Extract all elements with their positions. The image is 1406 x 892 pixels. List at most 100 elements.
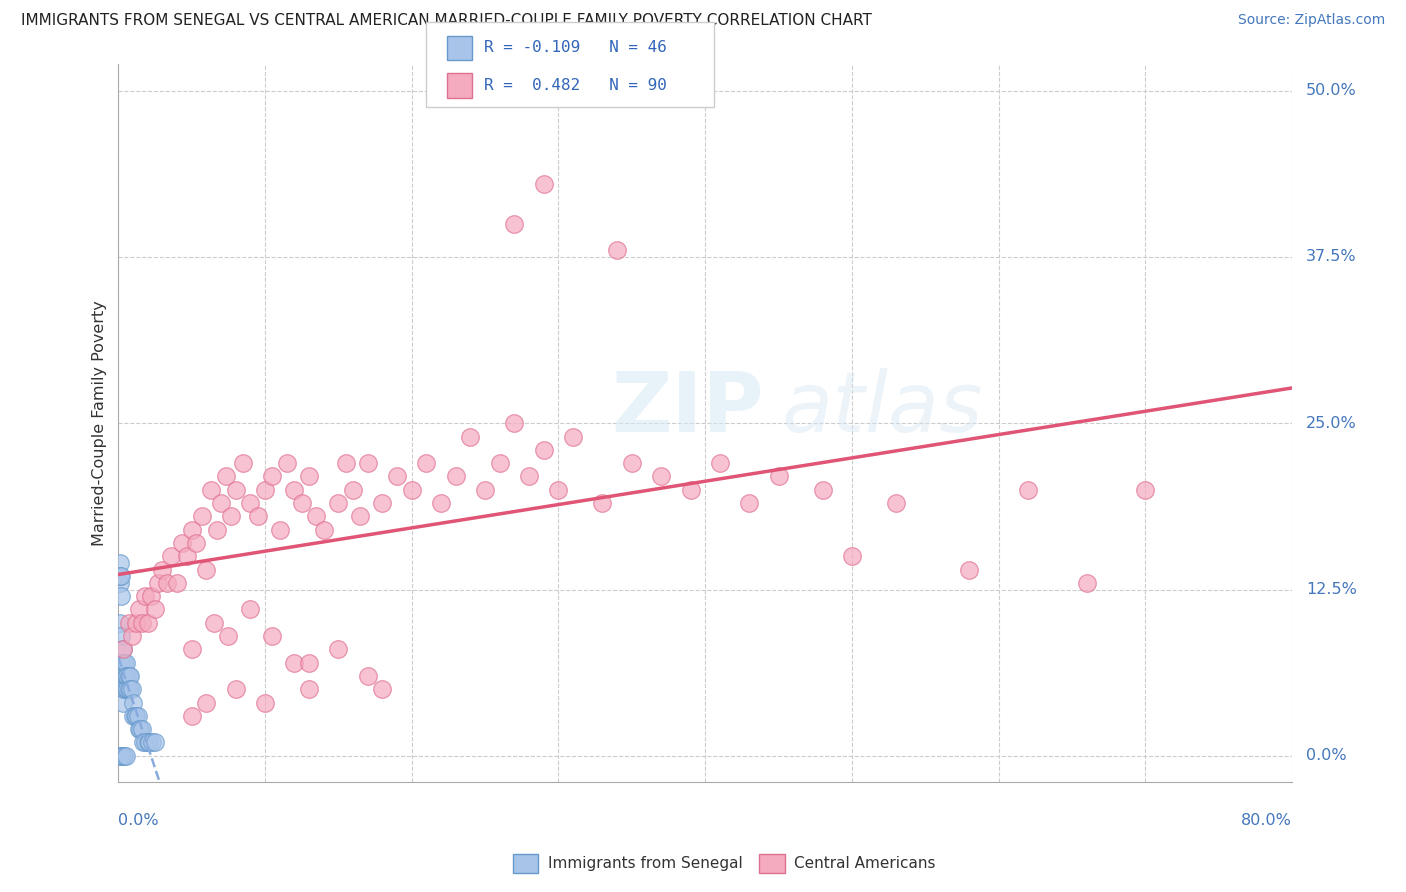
Point — [108, 569, 131, 583]
Point — [120, 682, 142, 697]
Point — [312, 523, 335, 537]
Point — [811, 483, 834, 497]
Text: 0.0%: 0.0% — [118, 813, 159, 828]
Point — [217, 629, 239, 643]
Point — [620, 456, 643, 470]
Point — [474, 483, 496, 497]
Point — [110, 748, 132, 763]
Point — [129, 722, 152, 736]
Point — [180, 642, 202, 657]
Text: R = -0.109   N = 46: R = -0.109 N = 46 — [484, 40, 666, 55]
Point — [128, 602, 150, 616]
Point — [114, 682, 136, 697]
Point — [517, 469, 540, 483]
Point — [503, 217, 526, 231]
Point — [180, 523, 202, 537]
Point — [115, 682, 138, 697]
Point — [111, 748, 134, 763]
Point — [444, 469, 467, 483]
Text: ZIP: ZIP — [612, 368, 763, 450]
Point — [262, 629, 284, 643]
Point — [298, 682, 321, 697]
Point — [139, 589, 162, 603]
Text: Source: ZipAtlas.com: Source: ZipAtlas.com — [1237, 13, 1385, 28]
Point — [111, 642, 134, 657]
Point — [108, 748, 131, 763]
Point — [283, 656, 305, 670]
Point — [160, 549, 183, 564]
Point — [141, 735, 163, 749]
Point — [118, 669, 141, 683]
Point — [112, 682, 135, 697]
Point — [328, 642, 350, 657]
Point — [111, 642, 134, 657]
Point — [108, 615, 131, 630]
Text: IMMIGRANTS FROM SENEGAL VS CENTRAL AMERICAN MARRIED-COUPLE FAMILY POVERTY CORREL: IMMIGRANTS FROM SENEGAL VS CENTRAL AMERI… — [21, 13, 872, 29]
Point — [127, 709, 149, 723]
Point — [136, 735, 159, 749]
Point — [254, 483, 277, 497]
Point — [385, 469, 408, 483]
Point — [254, 696, 277, 710]
Text: Immigrants from Senegal: Immigrants from Senegal — [548, 856, 744, 871]
Point — [401, 483, 423, 497]
Point — [430, 496, 453, 510]
Point — [592, 496, 614, 510]
Text: atlas: atlas — [782, 368, 983, 450]
Point — [110, 629, 132, 643]
Text: 50.0%: 50.0% — [1306, 83, 1357, 98]
Point — [152, 563, 174, 577]
Point — [328, 496, 350, 510]
Y-axis label: Married-Couple Family Poverty: Married-Couple Family Poverty — [93, 301, 107, 546]
Text: 80.0%: 80.0% — [1241, 813, 1292, 828]
Point — [221, 509, 243, 524]
Point — [108, 556, 131, 570]
Point — [138, 735, 160, 749]
Point — [114, 669, 136, 683]
Point — [209, 496, 232, 510]
Point — [957, 563, 980, 577]
Point — [225, 483, 247, 497]
Text: 37.5%: 37.5% — [1306, 250, 1357, 264]
Point — [131, 615, 153, 630]
Text: R =  0.482   N = 90: R = 0.482 N = 90 — [484, 78, 666, 94]
Point — [342, 483, 364, 497]
Point — [503, 416, 526, 430]
Point — [460, 429, 482, 443]
Point — [118, 615, 141, 630]
Point — [371, 496, 394, 510]
Point — [136, 615, 159, 630]
Point — [533, 177, 555, 191]
Point — [298, 469, 321, 483]
Point — [291, 496, 314, 510]
Point — [146, 575, 169, 590]
Point — [371, 682, 394, 697]
Point — [122, 696, 145, 710]
Point — [283, 483, 305, 497]
Point — [110, 589, 132, 603]
Point — [214, 469, 236, 483]
Point — [1076, 575, 1098, 590]
Point — [606, 244, 628, 258]
Point — [191, 509, 214, 524]
Point — [1135, 483, 1157, 497]
Point — [110, 569, 132, 583]
Point — [357, 456, 380, 470]
Point — [202, 615, 225, 630]
Point — [679, 483, 702, 497]
Text: 12.5%: 12.5% — [1306, 582, 1357, 597]
Point — [195, 563, 218, 577]
Point — [349, 509, 371, 524]
Point — [488, 456, 510, 470]
Point — [547, 483, 569, 497]
Point — [121, 629, 143, 643]
Point — [262, 469, 284, 483]
Point — [134, 735, 156, 749]
Point — [110, 656, 132, 670]
Point — [533, 442, 555, 457]
Point — [738, 496, 761, 510]
Point — [112, 748, 135, 763]
Point — [143, 602, 166, 616]
Point — [124, 709, 146, 723]
Point — [111, 669, 134, 683]
